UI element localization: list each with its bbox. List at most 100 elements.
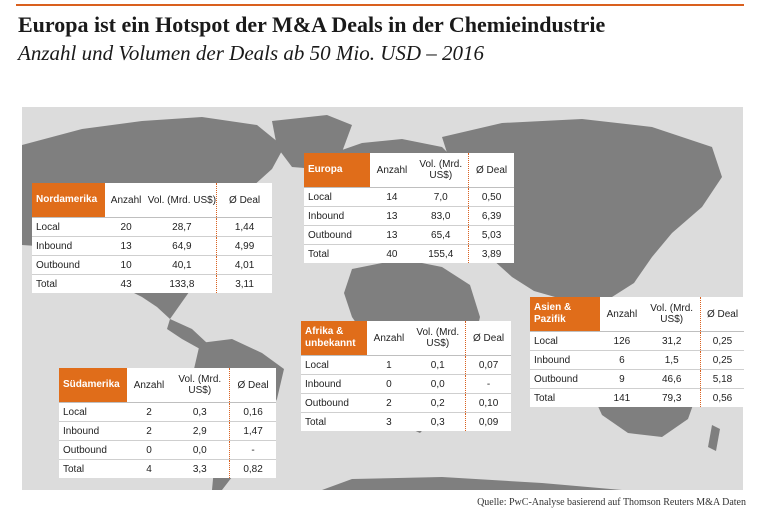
page-title: Europa ist ein Hotspot der M&A Deals in … [18, 12, 606, 37]
cell-avg-deal: 0,50 [468, 188, 514, 206]
col-volume: Vol. (Mrd. US$) [416, 327, 460, 349]
cell-volume: 155,4 [428, 248, 454, 260]
cell-volume: 133,8 [169, 278, 195, 290]
cell-volume: 79,3 [661, 392, 682, 404]
table-nordamerika: Nordamerika Anzahl Vol. (Mrd. US$) Ø Dea… [32, 183, 272, 293]
cell-anzahl: 43 [120, 278, 132, 290]
cell-anzahl: 6 [619, 354, 625, 366]
cell-anzahl: 2 [146, 425, 152, 437]
cell-anzahl: 14 [386, 191, 398, 203]
table-row: Total 4 3,3 0,82 [59, 460, 276, 478]
table-row: Local 20 28,7 1,44 [32, 218, 272, 237]
cell-avg-deal: 6,39 [468, 207, 514, 225]
cell-anzahl: 4 [146, 463, 152, 475]
cell-avg-deal: 5,18 [700, 370, 744, 388]
col-avg-deal: Ø Deal [216, 183, 272, 217]
table-row: Outbound 0 0,0 - [59, 441, 276, 460]
table-asien-pazifik: Asien & Pazifik Anzahl Vol. (Mrd. US$) Ø… [530, 297, 744, 407]
cell-anzahl: 2 [386, 397, 392, 409]
cell-anzahl: 3 [386, 416, 392, 428]
col-avg-deal: Ø Deal [468, 153, 514, 187]
col-avg-deal: Ø Deal [700, 297, 744, 331]
row-label: Local [305, 359, 329, 371]
cell-anzahl: 126 [613, 335, 631, 347]
col-volume: Vol. (Mrd. US$) [147, 194, 217, 206]
cell-volume: 0,0 [430, 378, 445, 390]
cell-anzahl: 1 [386, 359, 392, 371]
cell-volume: 7,0 [433, 191, 448, 203]
cell-anzahl: 0 [146, 444, 152, 456]
cell-volume: 64,9 [172, 240, 192, 252]
table-header: Asien & Pazifik Anzahl Vol. (Mrd. US$) Ø… [530, 297, 744, 332]
title-bar [0, 0, 760, 10]
cell-avg-deal: 5,03 [468, 226, 514, 244]
row-label: Inbound [308, 210, 345, 222]
cell-anzahl: 13 [120, 240, 132, 252]
cell-avg-deal: 0,56 [700, 389, 744, 407]
cell-avg-deal: 3,89 [468, 245, 514, 263]
row-label: Local [36, 221, 60, 233]
cell-volume: 3,3 [192, 463, 207, 475]
row-label: Local [308, 191, 332, 203]
table-europa: Europa Anzahl Vol. (Mrd. US$) Ø Deal Loc… [304, 153, 514, 263]
cell-anzahl: 20 [120, 221, 132, 233]
col-volume: Vol. (Mrd. US$) [178, 374, 222, 396]
table-row: Total 3 0,3 0,09 [301, 413, 511, 431]
row-label: Inbound [63, 425, 100, 437]
col-avg-deal: Ø Deal [229, 368, 276, 402]
cell-volume: 40,1 [172, 259, 192, 271]
region-label: Europa [304, 153, 371, 187]
row-label: Outbound [63, 444, 107, 456]
cell-anzahl: 40 [386, 248, 398, 260]
table-row: Outbound 10 40,1 4,01 [32, 256, 272, 275]
region-label: Nordamerika [32, 183, 105, 217]
cell-volume: 0,1 [430, 359, 445, 371]
cell-volume: 46,6 [661, 373, 682, 385]
table-row: Inbound 13 83,0 6,39 [304, 207, 514, 226]
table-row: Inbound 13 64,9 4,99 [32, 237, 272, 256]
row-label: Total [63, 463, 85, 475]
cell-volume: 83,0 [431, 210, 451, 222]
col-volume: Vol. (Mrd. US$) [419, 159, 463, 181]
table-header: Europa Anzahl Vol. (Mrd. US$) Ø Deal [304, 153, 514, 188]
antarctica-shape [322, 477, 622, 490]
region-label: Südamerika [59, 368, 128, 402]
cell-avg-deal: 0,10 [465, 394, 511, 412]
cell-volume: 28,7 [172, 221, 192, 233]
cell-volume: 0,0 [192, 444, 207, 456]
col-anzahl: Anzahl [133, 379, 165, 391]
table-header: Afrika & unbekannt Anzahl Vol. (Mrd. US$… [301, 321, 511, 356]
row-label: Outbound [534, 373, 578, 385]
region-label: Afrika & unbekannt [301, 321, 368, 355]
source-note: Quelle: PwC-Analyse basierend auf Thomso… [477, 497, 746, 508]
table-row: Local 126 31,2 0,25 [530, 332, 744, 351]
table-row: Local 14 7,0 0,50 [304, 188, 514, 207]
cell-anzahl: 2 [146, 406, 152, 418]
table-row: Total 40 155,4 3,89 [304, 245, 514, 263]
table-afrika: Afrika & unbekannt Anzahl Vol. (Mrd. US$… [301, 321, 511, 431]
central-america-shape [167, 319, 207, 349]
row-label: Total [36, 278, 58, 290]
cell-avg-deal: 0,25 [700, 332, 744, 350]
cell-avg-deal: 0,25 [700, 351, 744, 369]
cell-volume: 31,2 [661, 335, 682, 347]
row-label: Inbound [534, 354, 571, 366]
cell-avg-deal: 0,82 [229, 460, 276, 478]
new-zealand-shape [708, 425, 720, 451]
table-row: Total 141 79,3 0,56 [530, 389, 744, 407]
col-anzahl: Anzahl [110, 194, 142, 206]
col-volume: Vol. (Mrd. US$) [650, 303, 694, 325]
cell-volume: 2,9 [192, 425, 207, 437]
cell-volume: 1,5 [664, 354, 679, 366]
row-label: Inbound [305, 378, 342, 390]
table-row: Inbound 0 0,0 - [301, 375, 511, 394]
table-row: Inbound 6 1,5 0,25 [530, 351, 744, 370]
row-label: Outbound [36, 259, 80, 271]
cell-avg-deal: - [465, 375, 511, 393]
cell-avg-deal: 4,01 [216, 256, 272, 274]
cell-anzahl: 13 [386, 229, 398, 241]
cell-anzahl: 10 [120, 259, 132, 271]
cell-anzahl: 141 [613, 392, 631, 404]
row-label: Outbound [308, 229, 352, 241]
cell-avg-deal: 1,44 [216, 218, 272, 236]
